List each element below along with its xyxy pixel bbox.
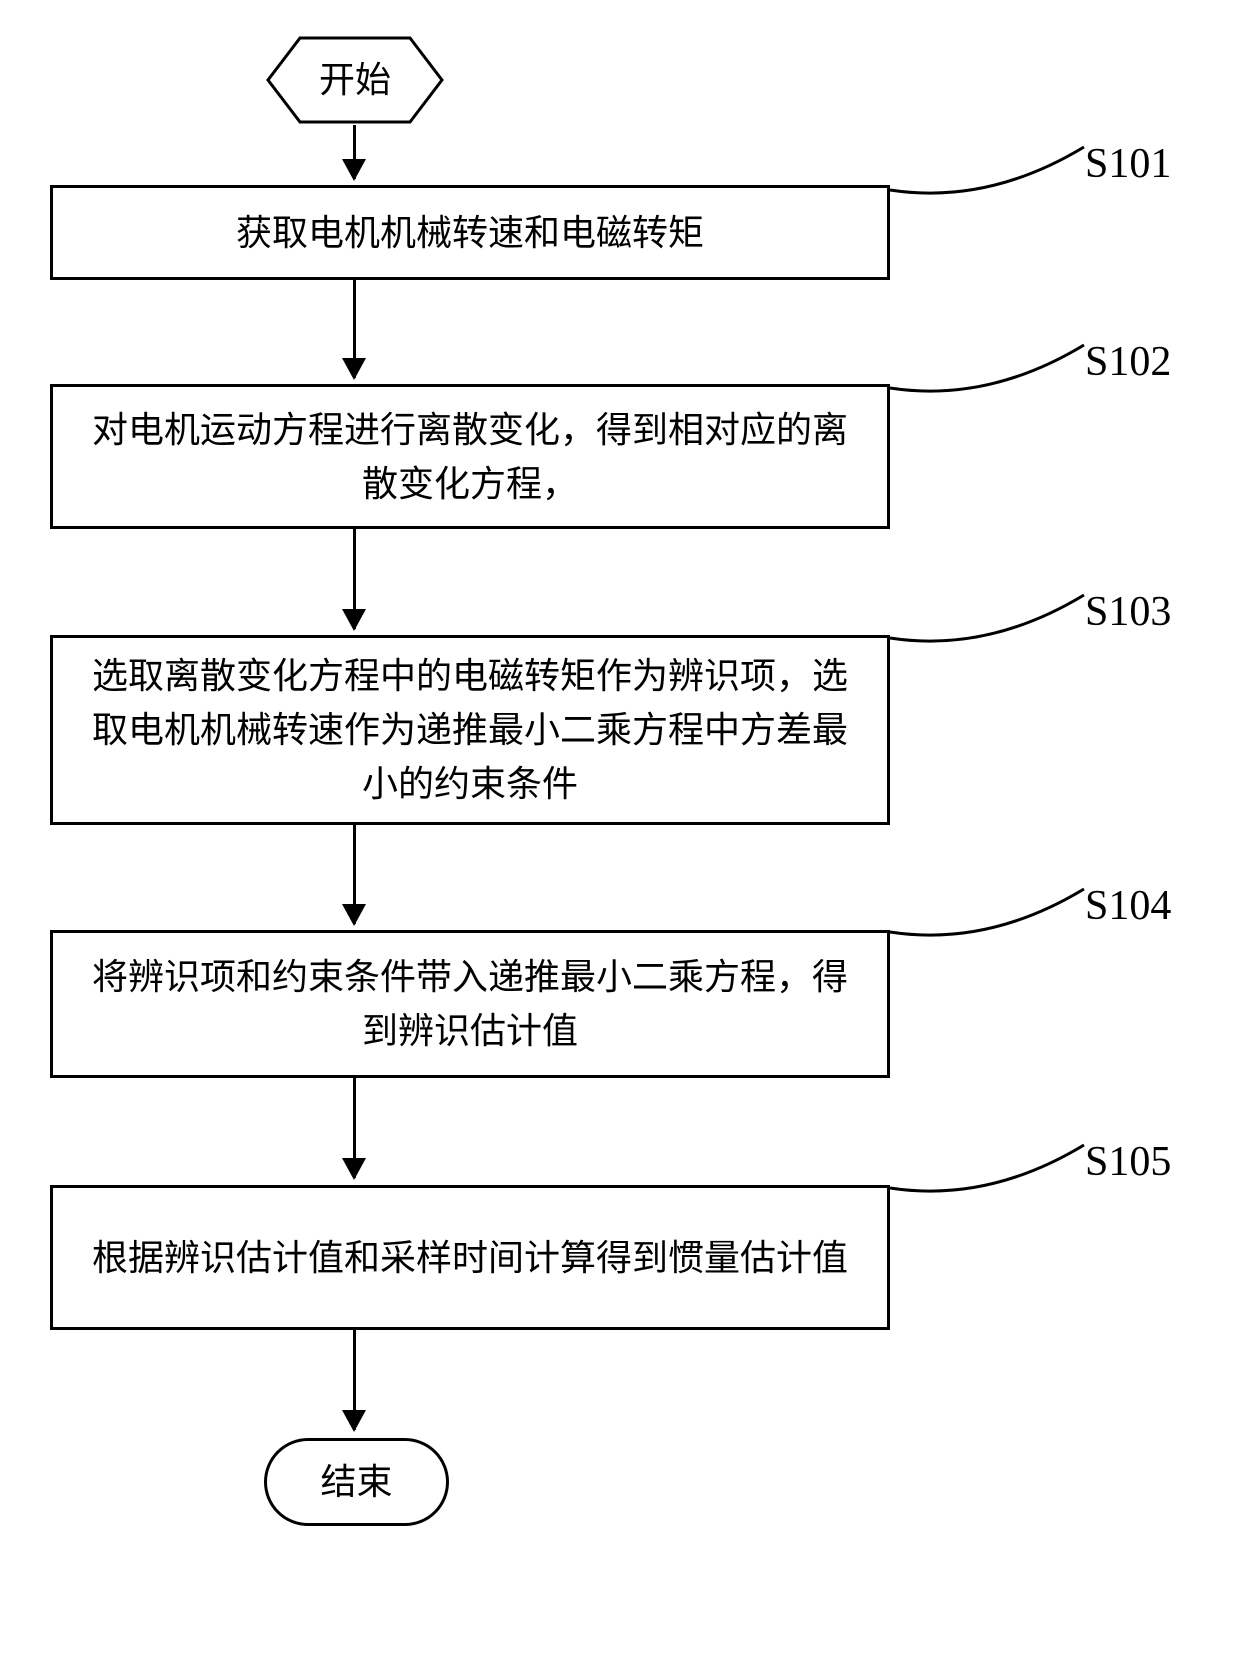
arrow-s103-to-s104	[353, 825, 356, 924]
connector-s101	[888, 145, 1088, 205]
end-label: 结束	[320, 1455, 392, 1509]
label-s103: S103	[1085, 588, 1171, 636]
step-s103-text: 选取离散变化方程中的电磁转矩作为辨识项，选取电机机械转速作为递推最小二乘方程中方…	[78, 649, 862, 811]
label-s104: S104	[1085, 882, 1171, 930]
end-node: 结束	[264, 1438, 449, 1526]
arrow-s104-to-s105	[353, 1078, 356, 1178]
arrow-s102-to-s103	[353, 529, 356, 629]
start-label: 开始	[319, 53, 391, 107]
connector-s105	[888, 1143, 1088, 1203]
arrow-start-to-s101	[353, 125, 356, 179]
arrow-s101-to-s102	[353, 280, 356, 378]
connector-s102	[888, 343, 1088, 403]
label-s105: S105	[1085, 1138, 1171, 1186]
step-s104-text: 将辨识项和约束条件带入递推最小二乘方程，得到辨识估计值	[78, 950, 862, 1058]
label-s101: S101	[1085, 140, 1171, 188]
step-s103: 选取离散变化方程中的电磁转矩作为辨识项，选取电机机械转速作为递推最小二乘方程中方…	[50, 635, 890, 825]
step-s105-text: 根据辨识估计值和采样时间计算得到惯量估计值	[92, 1231, 848, 1285]
step-s101: 获取电机机械转速和电磁转矩	[50, 185, 890, 280]
start-node: 开始	[265, 35, 445, 125]
step-s105: 根据辨识估计值和采样时间计算得到惯量估计值	[50, 1185, 890, 1330]
step-s102-text: 对电机运动方程进行离散变化，得到相对应的离散变化方程，	[78, 403, 862, 511]
arrow-s105-to-end	[353, 1330, 356, 1430]
step-s101-text: 获取电机机械转速和电磁转矩	[236, 206, 704, 260]
step-s104: 将辨识项和约束条件带入递推最小二乘方程，得到辨识估计值	[50, 930, 890, 1078]
connector-s104	[888, 887, 1088, 947]
step-s102: 对电机运动方程进行离散变化，得到相对应的离散变化方程，	[50, 384, 890, 529]
connector-s103	[888, 593, 1088, 653]
flowchart-container: 开始 获取电机机械转速和电磁转矩 S101 对电机运动方程进行离散变化，得到相对…	[0, 0, 1240, 1676]
label-s102: S102	[1085, 338, 1171, 386]
